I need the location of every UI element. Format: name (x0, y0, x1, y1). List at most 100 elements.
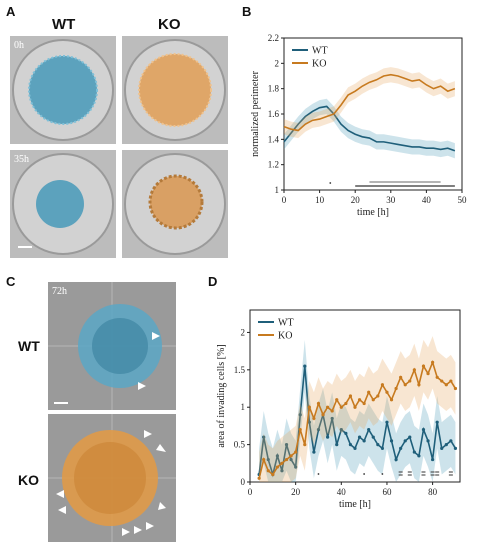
chart-b-y-axis-label: normalized perimeter (250, 70, 261, 156)
chart-d-x-tick-label-4: 80 (428, 487, 438, 497)
chart-d-point-wt-13 (316, 428, 321, 432)
chart-d-point-wt-39 (435, 420, 439, 424)
chart-d-point-wt-31 (399, 446, 403, 450)
chart-d-point-ko-5 (280, 461, 284, 465)
chart-d-point-ko-12 (312, 416, 316, 421)
chart-d-point-ko-9 (298, 428, 302, 432)
chart-b-perimeter: 0 10 20 30 40 50 1 1.2 1.4 1.6 1.8 2 2.2 time [h] norm… (250, 33, 468, 218)
time-label-72h: 72h (52, 286, 67, 297)
chart-d-point-wt-8 (294, 465, 298, 469)
panel-a-wt-label: WT (52, 16, 76, 33)
chart-d-point-ko-32 (403, 383, 407, 387)
chart-b-y-tick-label-3: 1.6 (268, 109, 280, 119)
chart-d-point-ko-29 (389, 398, 394, 402)
chart-b-band-wt (284, 98, 455, 159)
chart-d-point-wt-23 (362, 439, 366, 443)
chart-d-point-ko-41 (444, 383, 448, 387)
chart-b-y-tick-label-5: 2 (275, 58, 280, 68)
chart-d-y-tick-label-2: 1 (241, 402, 246, 412)
panel-c-wt-label: WT (18, 338, 40, 354)
chart-d-point-wt-10 (303, 364, 307, 368)
chart-d-point-wt-32 (403, 439, 407, 443)
panel-a-letter: A (6, 4, 16, 19)
chart-d-point-wt-9 (298, 413, 302, 417)
chart-d-point-wt-4 (275, 454, 279, 458)
chart-d-significance-dot-0 (317, 473, 320, 475)
chart-d-point-wt-20 (348, 443, 353, 447)
chart-d-point-ko-17 (335, 398, 339, 402)
panel-c-letter: C (6, 274, 16, 289)
chart-d-point-ko-21 (353, 405, 357, 409)
chart-d-point-ko-22 (357, 398, 362, 402)
chart-d-point-wt-11 (307, 420, 311, 424)
ko-72h-micrograph (48, 414, 176, 542)
chart-d-point-ko-28 (385, 390, 389, 394)
chart-d-x-axis-label: time [h] (339, 499, 371, 510)
chart-d-point-ko-19 (344, 401, 348, 406)
panel-a-ko-label: KO (158, 16, 181, 33)
chart-b-significance-dot (329, 182, 332, 184)
chart-b-x-tick-label-4: 40 (422, 195, 432, 205)
scale-bar-a (18, 246, 32, 248)
chart-d-point-ko-7 (289, 454, 293, 458)
chart-d-point-wt-16 (330, 416, 334, 421)
time-label-35h: 35h (14, 154, 29, 165)
chart-d-point-wt-18 (339, 428, 343, 432)
chart-b-y-tick-label-4: 1.8 (268, 84, 280, 94)
chart-d-point-wt-29 (389, 439, 394, 443)
time-label-0h: 0h (14, 40, 24, 51)
chart-d-point-ko-11 (307, 405, 311, 409)
chart-d-x-tick-label-3: 60 (382, 487, 392, 497)
chart-b-line-wt (283, 105, 456, 152)
chart-d-band-wt (259, 339, 456, 482)
chart-d-point-ko-2 (266, 469, 270, 473)
chart-d-x-tick-label-2: 40 (337, 487, 347, 497)
chart-d-point-wt-42 (449, 439, 453, 443)
chart-d-point-ko-25 (371, 398, 375, 402)
chart-d-legend-label-wt: WT (278, 318, 294, 329)
panel-a-ko-0h-image (122, 36, 228, 144)
chart-d-point-ko-33 (408, 379, 412, 383)
panel-c-ko-label: KO (18, 472, 39, 488)
chart-d-point-ko-10 (303, 443, 307, 447)
wt-35h-micrograph (10, 150, 116, 258)
chart-b-y-tick-label-6: 2.2 (268, 33, 279, 43)
panel-d-letter: D (208, 274, 218, 289)
chart-d-point-wt-17 (335, 443, 339, 447)
chart-d-point-wt-25 (371, 435, 375, 439)
chart-b-y-tick-label-0: 1 (275, 185, 280, 195)
panel-a-ko-35h-image (122, 150, 228, 258)
chart-d-point-wt-15 (326, 435, 330, 439)
chart-d-point-ko-23 (362, 401, 366, 406)
chart-b-y-tick-label-2: 1.4 (268, 134, 280, 144)
chart-b-band-ko (284, 67, 455, 139)
chart-d-point-wt-7 (289, 457, 293, 462)
chart-b-plot-area (283, 37, 463, 191)
chart-d-point-wt-26 (376, 443, 380, 447)
wt-0h-micrograph (10, 36, 116, 144)
chart-d-x-tick-label-1: 20 (291, 487, 301, 497)
chart-d-point-wt-2 (266, 457, 270, 462)
chart-d-point-ko-38 (431, 360, 435, 364)
chart-d-point-ko-14 (321, 413, 325, 417)
chart-b-x-tick-label-5: 50 (458, 195, 468, 205)
chart-d-point-ko-15 (326, 405, 330, 409)
chart-d-point-ko-26 (376, 394, 380, 398)
chart-d-invading-area: 0 20 40 60 80 0 0.5 1 1.5 2 time [h] area of invadi… (216, 309, 461, 510)
chart-b-legend-label-wt: WT (312, 46, 328, 57)
chart-d-point-ko-20 (348, 394, 353, 398)
chart-d-point-ko-34 (412, 368, 416, 372)
chart-d-point-ko-1 (262, 457, 266, 462)
chart-d-point-ko-16 (330, 409, 334, 413)
scale-bar-c (54, 402, 68, 404)
panel-a-wt-35h-image: 35h (10, 150, 116, 258)
chart-b-y-tick-label-1: 1.2 (268, 160, 279, 170)
chart-d-point-ko-39 (435, 375, 439, 379)
chart-d-point-wt-37 (426, 439, 430, 443)
chart-d-point-ko-4 (275, 465, 279, 469)
chart-d-point-ko-3 (271, 472, 275, 477)
chart-d-point-ko-6 (284, 457, 289, 462)
chart-b-x-tick-label-3: 30 (386, 195, 396, 205)
chart-d-point-wt-22 (357, 435, 362, 439)
chart-d-point-wt-30 (394, 457, 398, 462)
